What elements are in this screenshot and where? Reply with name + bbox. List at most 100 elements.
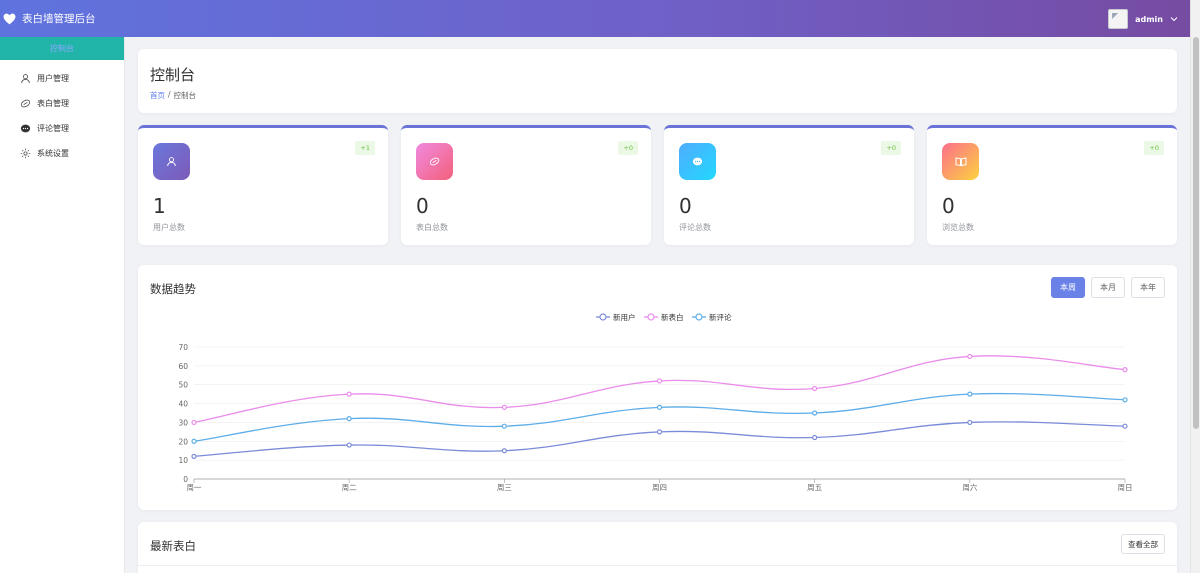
- chart-title: 数据趋势: [150, 282, 196, 296]
- legend-marker-dot: [647, 313, 655, 321]
- trend-chart-card: 数据趋势 本周 本月 本年 0 10 20 30 40 50 60 70 周一 周二 周三 周四 周五 周…: [138, 265, 1177, 510]
- heart-icon: [2, 12, 16, 26]
- y-tick-label: 30: [178, 418, 188, 427]
- breadcrumb-separator: /: [168, 90, 171, 99]
- gear-icon: [19, 148, 31, 160]
- stat-label: 评论总数: [679, 223, 711, 232]
- y-tick-label: 60: [178, 362, 188, 371]
- app-logo[interactable]: 表白墙管理后台: [0, 0, 125, 37]
- y-tick-label: 0: [183, 475, 188, 484]
- stat-card-users: +1 1 用户总数: [138, 125, 388, 245]
- x-tick-label: 周三: [497, 483, 512, 492]
- sidebar-item-label: 评论管理: [37, 124, 69, 133]
- divider: [138, 565, 1177, 566]
- y-tick-label: 10: [178, 456, 188, 465]
- sidebar-item-users[interactable]: 用户管理: [0, 66, 124, 91]
- x-tick-label: 周六: [962, 482, 977, 492]
- stat-badge: +0: [618, 141, 638, 155]
- stat-value: 0: [679, 194, 692, 218]
- legend-label: 新用户: [613, 312, 636, 322]
- data-point: [656, 404, 663, 410]
- data-point: [346, 442, 352, 448]
- legend-label: 新评论: [709, 312, 732, 322]
- stat-value: 0: [416, 194, 429, 218]
- avatar[interactable]: [1108, 9, 1129, 29]
- stat-label: 浏览总数: [942, 223, 974, 232]
- month-button[interactable]: 本月: [1091, 277, 1125, 298]
- data-point: [1122, 397, 1128, 403]
- data-point: [191, 453, 197, 459]
- stat-card-confessions: +0 0 表白总数: [401, 125, 651, 245]
- page-scrollbar[interactable]: [1190, 0, 1200, 573]
- heart-icon: [19, 98, 31, 110]
- y-tick-label: 40: [178, 400, 188, 409]
- book-icon: [942, 143, 979, 180]
- stat-badge: +0: [1144, 141, 1164, 155]
- sidebar-item-label: 用户管理: [37, 74, 69, 83]
- line-chart[interactable]: 0 10 20 30 40 50 60 70 周一 周二 周三 周四 周五 周六 周日 新用户 新表白 新评论: [138, 265, 1177, 510]
- year-button[interactable]: 本年: [1131, 277, 1165, 298]
- sidebar-item-label: 表白管理: [37, 99, 69, 108]
- y-tick-label: 50: [178, 381, 188, 390]
- data-point: [812, 410, 818, 416]
- data-point: [967, 353, 973, 360]
- user-icon: [153, 143, 190, 180]
- data-point: [812, 385, 818, 392]
- sidebar-item-dashboard[interactable]: 控制台: [0, 37, 124, 60]
- chevron-down-icon[interactable]: [1170, 15, 1178, 23]
- stat-card-views: +0 0 浏览总数: [927, 125, 1177, 245]
- stat-badge: +0: [881, 141, 901, 155]
- sidebar-item-label: 系统设置: [37, 149, 69, 158]
- sidebar-item-confessions[interactable]: 表白管理: [0, 91, 124, 116]
- section-title: 最新表白: [150, 539, 196, 553]
- data-point: [1122, 367, 1128, 373]
- breadcrumb-current: 控制台: [173, 91, 197, 100]
- comment-icon: [679, 143, 716, 180]
- breadcrumb: 首页 / 控制台: [150, 90, 196, 101]
- data-point: [656, 378, 663, 384]
- latest-confessions-card: 最新表白 查看全部: [138, 522, 1177, 573]
- breadcrumb-home-link[interactable]: 首页: [150, 91, 165, 100]
- sidebar-item-settings[interactable]: 系统设置: [0, 141, 124, 166]
- stat-value: 1: [153, 194, 166, 218]
- y-tick-label: 70: [178, 343, 188, 352]
- data-point: [967, 391, 973, 397]
- legend-label: 新表白: [661, 312, 684, 322]
- comment-icon: [19, 123, 31, 135]
- heart-icon: [416, 143, 453, 180]
- data-point: [346, 391, 352, 397]
- app-title: 表白墙管理后台: [22, 13, 96, 25]
- series-line: [193, 421, 1126, 458]
- data-point: [191, 419, 197, 426]
- stat-label: 表白总数: [416, 223, 448, 232]
- scrollbar-thumb[interactable]: [1193, 37, 1199, 429]
- stat-card-comments: +0 0 评论总数: [664, 125, 914, 245]
- sidebar-item-comments[interactable]: 评论管理: [0, 116, 124, 141]
- x-tick-label: 周五: [807, 483, 822, 492]
- data-point: [346, 416, 352, 422]
- x-tick-label: 周一: [187, 483, 202, 492]
- view-all-button[interactable]: 查看全部: [1121, 534, 1165, 554]
- x-tick-label: 周二: [342, 483, 357, 492]
- sidebar-item-label: 控制台: [50, 44, 74, 53]
- stat-label: 用户总数: [153, 223, 185, 232]
- data-point: [191, 438, 197, 444]
- legend-marker-dot: [695, 313, 703, 321]
- data-point: [967, 419, 973, 426]
- data-point: [501, 404, 507, 410]
- top-header: 表白墙管理后台 admin: [0, 0, 1190, 37]
- user-menu[interactable]: admin: [1108, 9, 1178, 29]
- week-button[interactable]: 本周: [1051, 277, 1085, 298]
- data-point: [501, 448, 507, 454]
- x-tick-label: 周四: [652, 483, 667, 492]
- stat-badge: +1: [355, 141, 375, 155]
- legend-marker-dot: [599, 313, 607, 321]
- data-point: [501, 423, 507, 429]
- data-point: [812, 434, 818, 441]
- sidebar: 控制台 用户管理 表白管理 评论管理 系统设置: [0, 37, 125, 573]
- y-tick-label: 20: [178, 437, 188, 446]
- user-name[interactable]: admin: [1135, 14, 1163, 24]
- data-point: [1122, 423, 1128, 429]
- x-tick-label: 周日: [1118, 483, 1133, 492]
- user-icon: [19, 73, 31, 85]
